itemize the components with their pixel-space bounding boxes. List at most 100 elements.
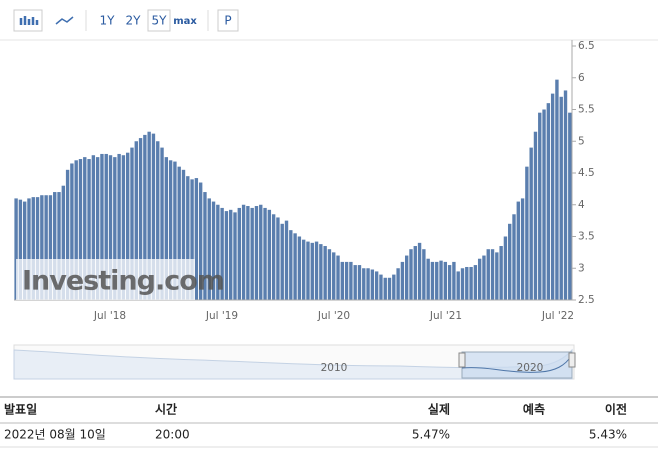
bar [143, 134, 147, 300]
bar [203, 192, 207, 300]
table-header: 시간 [155, 402, 177, 417]
navigator-handle[interactable] [458, 352, 466, 368]
bar [280, 223, 284, 300]
bar [254, 206, 259, 300]
bar [70, 163, 74, 300]
bar [181, 169, 186, 300]
table-header: 발표일 [4, 402, 37, 417]
navigator-line [461, 354, 573, 373]
bar [525, 166, 529, 300]
line-chart-icon[interactable] [55, 16, 74, 25]
x-tick-label: Jul '21 [429, 310, 462, 322]
bar [443, 261, 448, 300]
bar [31, 197, 35, 300]
range-button[interactable]: 5Y [152, 14, 168, 28]
bar [559, 96, 563, 300]
bar [65, 169, 70, 300]
bar [495, 252, 499, 300]
bar [314, 241, 319, 300]
bar [177, 166, 181, 300]
bar [340, 261, 345, 300]
bar [499, 246, 503, 300]
bar [263, 207, 267, 300]
table-cell: 20:00 [155, 428, 190, 442]
bar [490, 249, 495, 300]
range-button[interactable]: max [173, 16, 197, 27]
bar [555, 79, 559, 300]
bar [482, 255, 486, 300]
bar [396, 268, 400, 300]
x-tick-label: Jul '19 [205, 310, 238, 322]
bar [435, 261, 439, 300]
bar [229, 209, 233, 300]
bar [48, 195, 53, 300]
bar [469, 266, 473, 300]
bar [121, 155, 126, 300]
selected-range-box [147, 9, 171, 32]
range-button[interactable]: 1Y [100, 14, 116, 28]
bar [319, 244, 323, 300]
bar [503, 236, 508, 300]
bar [113, 157, 117, 300]
x-tick-label: Jul '22 [541, 310, 574, 322]
y-tick-label: 4 [578, 199, 585, 211]
bar [508, 223, 512, 300]
bar [271, 214, 276, 300]
bar [563, 90, 568, 300]
bar [417, 242, 422, 300]
bar [237, 207, 241, 300]
bar [550, 93, 555, 300]
bar [18, 199, 23, 300]
range-button[interactable]: 2Y [126, 14, 142, 28]
bar [374, 271, 379, 300]
bar [250, 207, 254, 300]
bar [546, 103, 551, 301]
y-tick-label: 2.5 [578, 294, 595, 306]
bar [40, 195, 44, 300]
y-tick-label: 3.5 [578, 231, 595, 243]
bar [198, 182, 203, 300]
bar [220, 207, 224, 300]
bar [297, 236, 302, 300]
table-header: 실제 [428, 402, 450, 417]
bar [130, 147, 134, 300]
bar [370, 269, 375, 300]
bar [95, 157, 100, 300]
watermark-box [16, 259, 195, 300]
bar [533, 131, 538, 300]
navigator-handle[interactable] [568, 352, 576, 368]
bar [173, 161, 177, 300]
bar [336, 255, 340, 300]
bar [387, 277, 392, 300]
table-header: 이전 [605, 402, 627, 417]
bar [186, 176, 190, 300]
bar [168, 160, 173, 300]
bar [151, 133, 156, 300]
bar [276, 217, 280, 300]
bar [104, 153, 108, 300]
bar [327, 249, 332, 300]
bar [14, 198, 18, 300]
bar [74, 160, 78, 300]
bar [405, 255, 409, 300]
bar [61, 185, 66, 300]
bar [246, 206, 250, 300]
p-button[interactable]: P [224, 14, 231, 28]
y-tick-label: 4.5 [578, 167, 595, 179]
bar [117, 153, 121, 300]
bar [366, 268, 370, 300]
navigator-label: 2020 [517, 362, 544, 374]
bar [259, 204, 263, 300]
bar [473, 265, 478, 300]
bar [344, 261, 349, 300]
bar [293, 233, 297, 300]
bar [22, 201, 27, 300]
watermark: Investing.com [22, 266, 224, 297]
bar [323, 246, 327, 300]
bar [78, 159, 83, 300]
bar [207, 198, 211, 300]
bar [284, 220, 289, 300]
bar [383, 277, 387, 300]
bar [267, 209, 272, 300]
